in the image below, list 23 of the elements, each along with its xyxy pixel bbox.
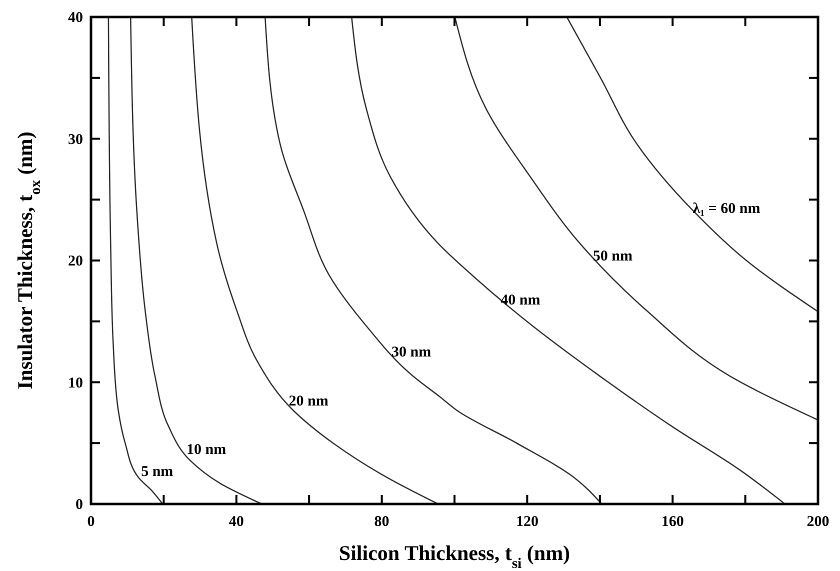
x-tick-label: 40 (228, 514, 244, 530)
x-tick-label: 80 (374, 514, 390, 530)
series-label: 30 nm (391, 344, 432, 360)
series-label: 5 nm (141, 464, 174, 480)
y-tick-label: 30 (68, 132, 83, 148)
y-tick-label: 20 (68, 254, 83, 270)
x-tick-label: 0 (87, 514, 95, 530)
y-tick-label: 10 (68, 375, 83, 392)
x-tick-label: 120 (516, 514, 538, 530)
series-label: λ₁ = 60 nm (692, 200, 761, 217)
series-label: 40 nm (500, 292, 541, 308)
y-tick-label: 40 (68, 10, 83, 26)
line-series (350, 17, 786, 504)
line-series (454, 17, 818, 421)
series-label: 10 nm (186, 442, 227, 458)
line-series (130, 17, 262, 504)
series-label: 20 nm (288, 393, 329, 410)
x-tick-label: 160 (661, 514, 684, 530)
series-label: 50 nm (592, 248, 633, 264)
y-tick-label: 0 (76, 497, 83, 513)
line-series (566, 17, 818, 312)
x-axis-title: Silicon Thickness, t$_{si}$ (nm) (338, 541, 570, 571)
x-tick-label: 200 (806, 514, 830, 530)
